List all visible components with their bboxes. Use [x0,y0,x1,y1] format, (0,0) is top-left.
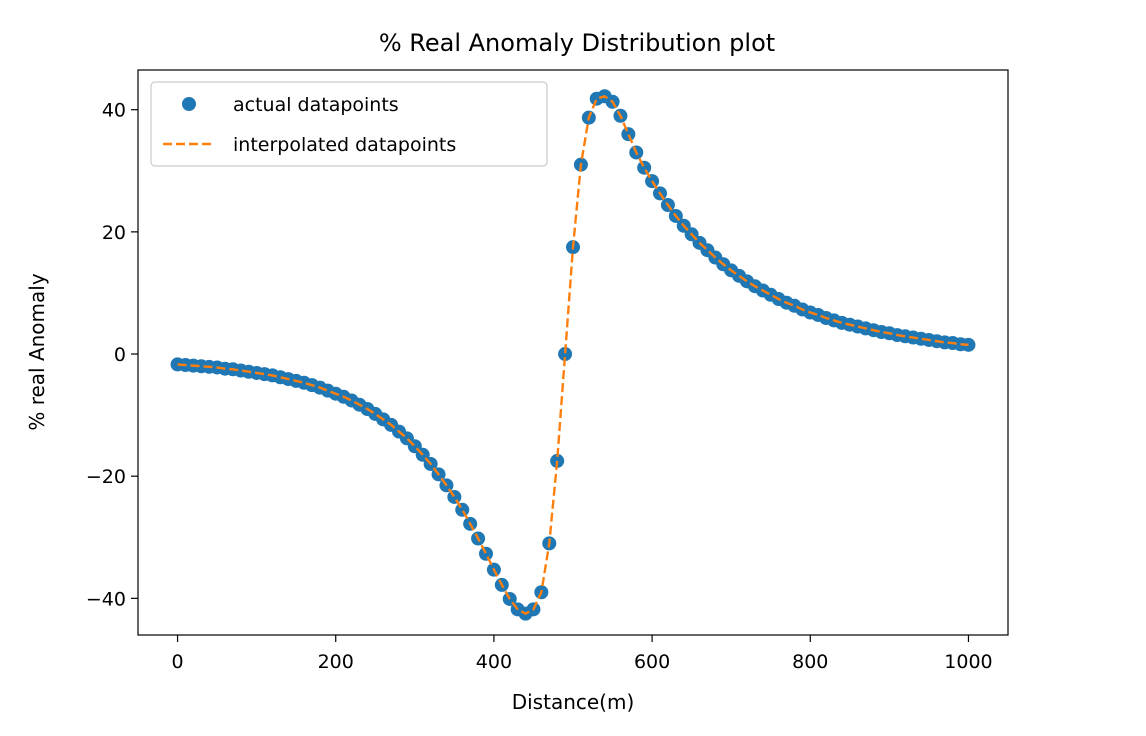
x-tick-label: 0 [171,651,183,673]
x-tick-label: 600 [634,651,670,673]
legend-label-actual-datapoints: actual datapoints [233,94,399,116]
x-tick-label: 400 [476,651,512,673]
legend-label-interpolated-datapoints: interpolated datapoints [233,134,456,156]
legend-frame [150,81,548,167]
plot-area [170,89,976,621]
data-point [621,127,636,142]
y-axis: −40 −20 0 20 40 [86,100,138,610]
data-point [558,347,573,362]
data-point [550,453,565,468]
x-axis: 0 200 400 600 800 1000 [171,635,993,673]
x-tick-label: 200 [318,651,354,673]
data-point [637,160,652,175]
legend-marker-actual-datapoints [182,97,196,111]
chart-title: % Real Anomaly Distribution plot [379,29,775,57]
y-tick-label: 40 [102,100,126,122]
plot-frame [137,69,1009,636]
x-tick-label: 1000 [944,651,992,673]
y-axis-title: % real Anomaly [25,273,49,431]
data-point [479,546,493,561]
y-tick-label: 0 [114,344,126,366]
legend: actual datapoints interpolated datapoint… [150,81,548,167]
interpolated-line [177,94,969,615]
y-tick-label: −40 [86,588,126,610]
y-tick-label: 20 [102,222,126,244]
y-tick-label: −20 [86,466,126,488]
x-axis-title: Distance(m) [512,690,635,714]
data-point [447,489,462,504]
x-tick-label: 800 [792,651,828,673]
data-point [455,502,470,517]
